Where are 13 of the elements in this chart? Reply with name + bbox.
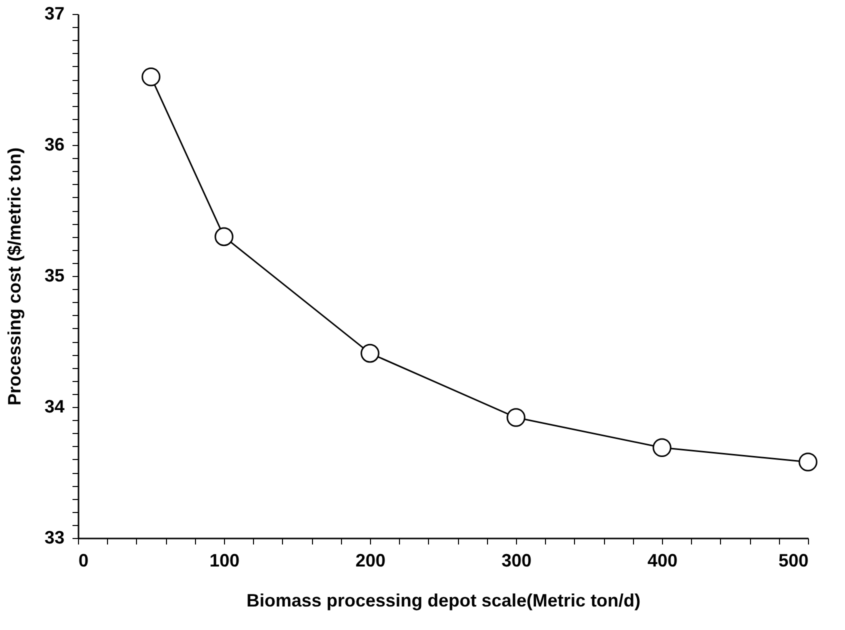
x-tick-label: 500 [778,550,808,570]
x-tick-label: 300 [501,550,532,570]
y-tick-label: 37 [44,4,64,24]
x-tick-label: 0 [78,550,89,570]
x-tick-label: 200 [355,550,386,570]
y-tick-label: 34 [44,396,64,416]
y-tick-label: 36 [44,134,64,154]
x-axis-title: Biomass processing depot scale(Metric ton/d) [246,590,641,610]
y-axis-title: Processing cost ($/metric ton) [4,147,24,406]
y-tick-label: 35 [44,266,64,286]
x-tick-label: 400 [647,550,678,570]
y-tick-label: 33 [44,528,64,548]
x-tick-label: 100 [209,550,240,570]
